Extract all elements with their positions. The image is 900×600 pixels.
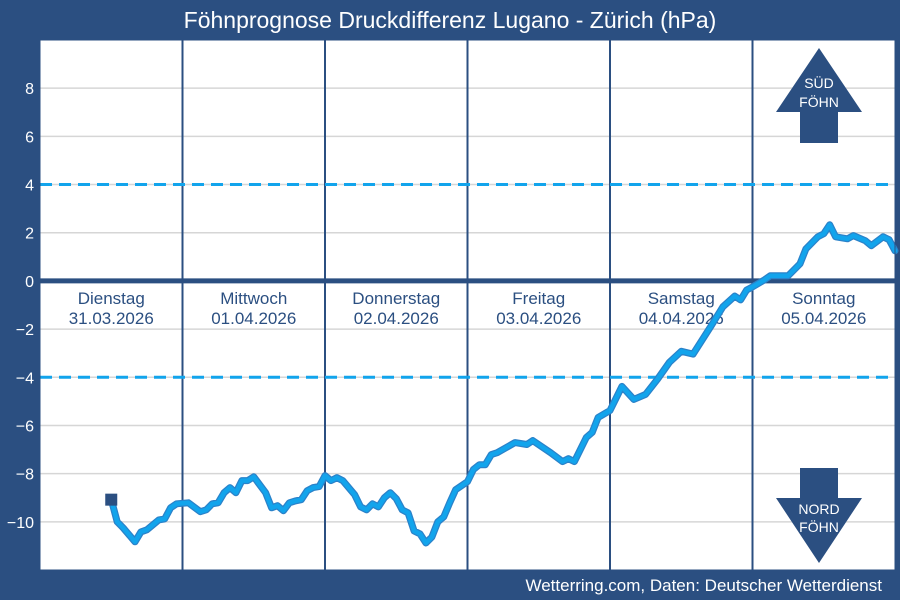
day-date-label: 01.04.2026 — [211, 309, 296, 328]
plot-border — [39, 39, 896, 571]
y-tick-label: −8 — [16, 467, 34, 484]
day-date-label: 03.04.2026 — [496, 309, 581, 328]
nord-foehn-label: FÖHN — [799, 518, 839, 535]
day-date-label: 02.04.2026 — [354, 309, 439, 328]
y-tick-label: 2 — [25, 226, 34, 243]
sued-foehn-label: SÜD — [804, 74, 834, 91]
day-name-label: Mittwoch — [220, 289, 287, 308]
y-tick-label: −4 — [16, 370, 34, 387]
day-name-label: Freitag — [512, 289, 565, 308]
day-date-label: 05.04.2026 — [781, 309, 866, 328]
day-name-label: Dienstag — [78, 289, 145, 308]
start-marker — [105, 493, 118, 506]
day-name-label: Samstag — [648, 289, 715, 308]
nord-foehn-arrow-icon — [776, 468, 862, 563]
y-tick-label: 0 — [25, 274, 34, 291]
y-tick-label: 6 — [25, 129, 34, 146]
chart-title: Föhnprognose Druckdifferenz Lugano - Zür… — [183, 7, 717, 33]
day-date-label: 04.04.2026 — [639, 309, 724, 328]
y-tick-label: −10 — [7, 515, 34, 532]
day-name-label: Sonntag — [792, 289, 855, 308]
sued-foehn-arrow-icon — [776, 48, 862, 143]
day-date-label: 31.03.2026 — [69, 309, 154, 328]
source-credit: Wetterring.com, Daten: Deutscher Wetterd… — [525, 576, 882, 595]
nord-foehn-label: NORD — [798, 501, 839, 517]
y-tick-label: −6 — [16, 418, 34, 435]
y-tick-label: −2 — [16, 322, 34, 339]
day-name-label: Donnerstag — [352, 289, 440, 308]
y-tick-label: 8 — [25, 81, 34, 98]
y-tick-label: 4 — [25, 178, 34, 195]
sued-foehn-label: FÖHN — [799, 93, 839, 110]
